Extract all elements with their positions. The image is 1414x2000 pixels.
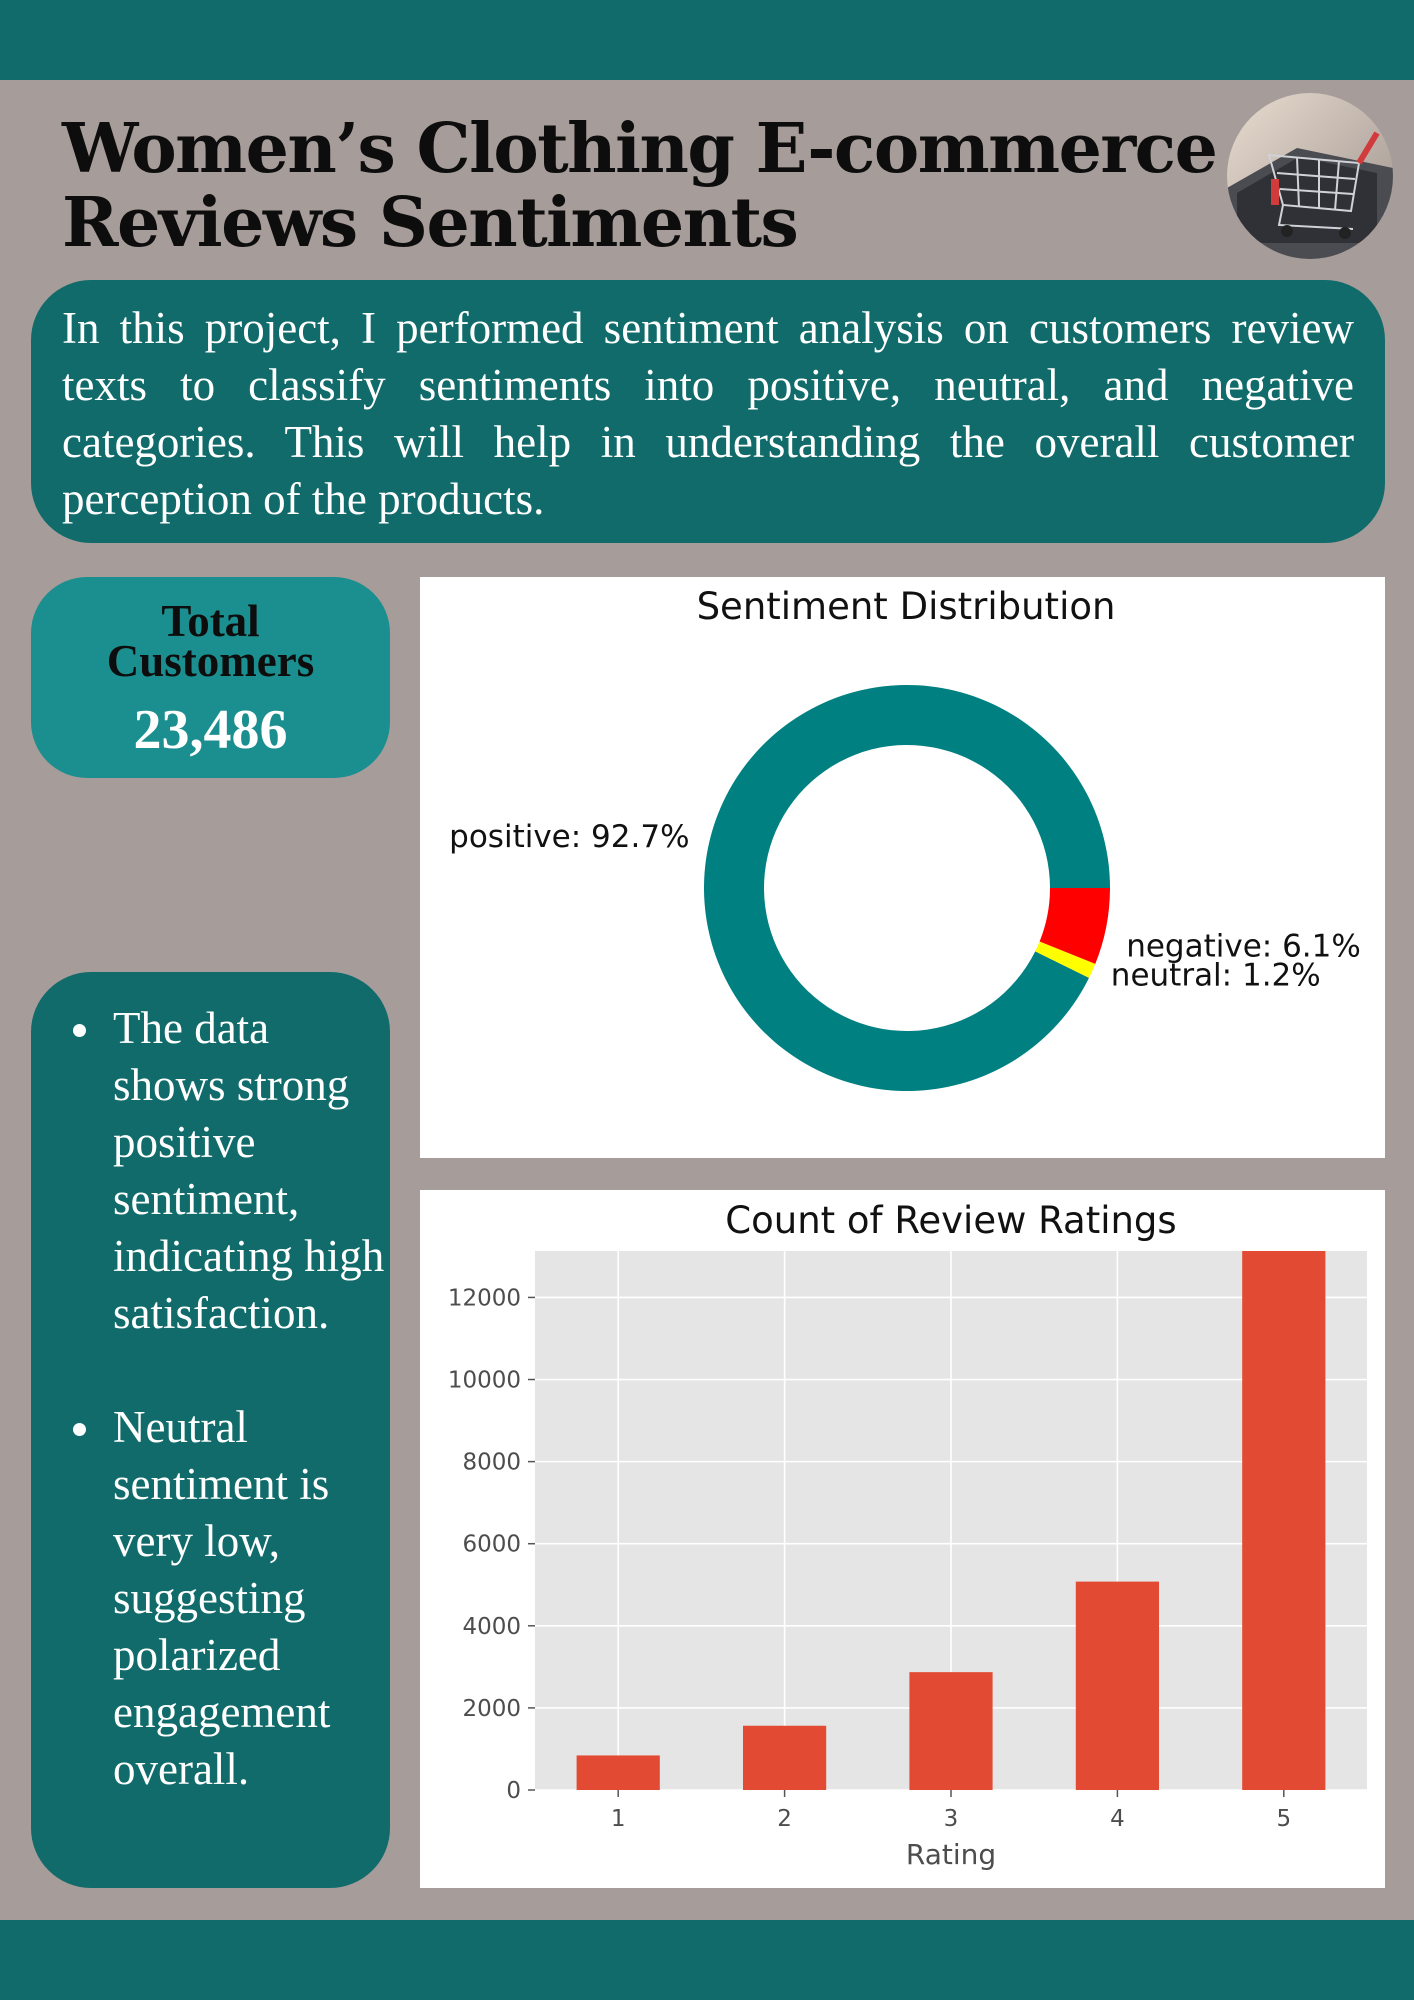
page-title: Women’s Clothing E-commerce Reviews Sent… — [62, 112, 1222, 260]
x-tick-label: 3 — [944, 1806, 959, 1832]
kpi-value: 23,486 — [133, 699, 288, 761]
ratings-bar-svg: Count of Review Ratings 0 2000 4000 6000 800… — [448, 1199, 1367, 1871]
y-tick-label: 8000 — [462, 1450, 521, 1476]
title-line-2: Reviews Sentiments — [62, 183, 799, 263]
y-tick-label: 12000 — [448, 1285, 521, 1311]
y-tick-label: 6000 — [462, 1532, 521, 1558]
bar-title: Count of Review Ratings — [725, 1199, 1176, 1242]
sentiment-chart: Sentiment Distribution positive: 92.7% ne… — [420, 577, 1385, 1158]
bar-rating-5 — [1242, 1251, 1326, 1790]
y-tick-label: 10000 — [448, 1368, 521, 1394]
x-tick-label: 1 — [611, 1806, 626, 1832]
bullet-icon — [73, 1423, 86, 1436]
sentiment-donut-svg: Sentiment Distribution positive: 92.7% ne… — [449, 585, 1361, 1091]
bullet-icon — [73, 1024, 86, 1037]
shopping-cart-photo — [1227, 93, 1393, 259]
insights-list: The data shows strong positive sentiment… — [31, 1000, 390, 1798]
slice-label-positive: positive: 92.7% — [449, 819, 689, 855]
slice-label-neutral: neutral: 1.2% — [1111, 957, 1321, 993]
insight-item: Neutral sentiment is very low, suggestin… — [73, 1399, 390, 1798]
slice-label-negative: negative: 6.1% — [1126, 929, 1361, 965]
slice-negative — [1039, 888, 1110, 964]
slice-neutral — [1035, 941, 1096, 978]
x-axis-label: Rating — [906, 1838, 996, 1871]
x-tick-label: 2 — [777, 1806, 792, 1832]
insights-panel: The data shows strong positive sentiment… — [31, 972, 390, 1888]
kpi-label-line-2: Customers — [106, 636, 315, 686]
y-tick-label: 2000 — [462, 1696, 521, 1722]
kpi-label-line-1: Total — [161, 596, 260, 646]
intro-panel: In this project, I performed sentiment a… — [31, 280, 1385, 543]
y-tick-label: 4000 — [462, 1614, 521, 1640]
insight-text: Neutral sentiment is very low, suggestin… — [113, 1402, 331, 1794]
ratings-chart: Count of Review Ratings 0 2000 4000 6000 800… — [420, 1190, 1385, 1888]
bar-rating-2 — [743, 1725, 827, 1790]
x-tick-label: 4 — [1110, 1806, 1125, 1832]
bar-rating-4 — [1075, 1581, 1159, 1790]
bar-rating-3 — [909, 1672, 993, 1790]
top-band — [0, 0, 1414, 80]
x-tick-label: 5 — [1276, 1806, 1291, 1832]
pie-title: Sentiment Distribution — [697, 585, 1116, 628]
slice-positive — [704, 685, 1110, 1091]
total-customers-card: Total Customers 23,486 — [31, 577, 390, 778]
kpi-label: Total Customers — [31, 596, 390, 686]
insight-item: The data shows strong positive sentiment… — [73, 1000, 390, 1342]
bar-rating-1 — [576, 1755, 660, 1790]
intro-text: In this project, I performed sentiment a… — [62, 303, 1354, 524]
y-tick-label: 0 — [506, 1778, 521, 1804]
insight-text: The data shows strong positive sentiment… — [113, 1003, 385, 1338]
bottom-band — [0, 1920, 1414, 2000]
title-line-1: Women’s Clothing E-commerce — [62, 109, 1218, 189]
